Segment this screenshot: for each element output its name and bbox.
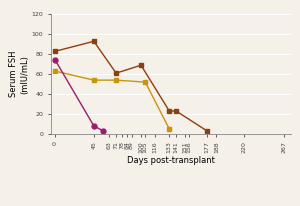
R1–Frozen cortical graft xyxy=(114,72,118,74)
R3–Vitrified cortical graft xyxy=(101,130,105,132)
Line: R1–Frozen cortical graft: R1–Frozen cortical graft xyxy=(53,39,209,133)
R2–Frozen cortical graft xyxy=(167,128,171,130)
R1–Frozen cortical graft xyxy=(174,110,178,112)
R3–Vitrified cortical graft xyxy=(92,125,96,127)
R1–Frozen cortical graft xyxy=(53,50,57,53)
R2–Frozen cortical graft xyxy=(53,70,57,73)
Y-axis label: Serum FSH
(mIU/mL): Serum FSH (mIU/mL) xyxy=(9,51,29,97)
R2–Frozen cortical graft xyxy=(143,81,147,83)
R2–Frozen cortical graft xyxy=(114,79,118,81)
R1–Frozen cortical graft xyxy=(167,110,171,112)
R1–Frozen cortical graft xyxy=(139,64,143,67)
R2–Frozen cortical graft xyxy=(92,79,96,81)
X-axis label: Days post-transplant: Days post-transplant xyxy=(127,156,215,165)
Line: R2–Frozen cortical graft: R2–Frozen cortical graft xyxy=(53,69,172,131)
R1–Frozen cortical graft xyxy=(92,40,96,43)
Line: R3–Vitrified cortical graft: R3–Vitrified cortical graft xyxy=(53,58,106,133)
R1–Frozen cortical graft xyxy=(205,130,209,132)
R3–Vitrified cortical graft xyxy=(53,59,57,61)
